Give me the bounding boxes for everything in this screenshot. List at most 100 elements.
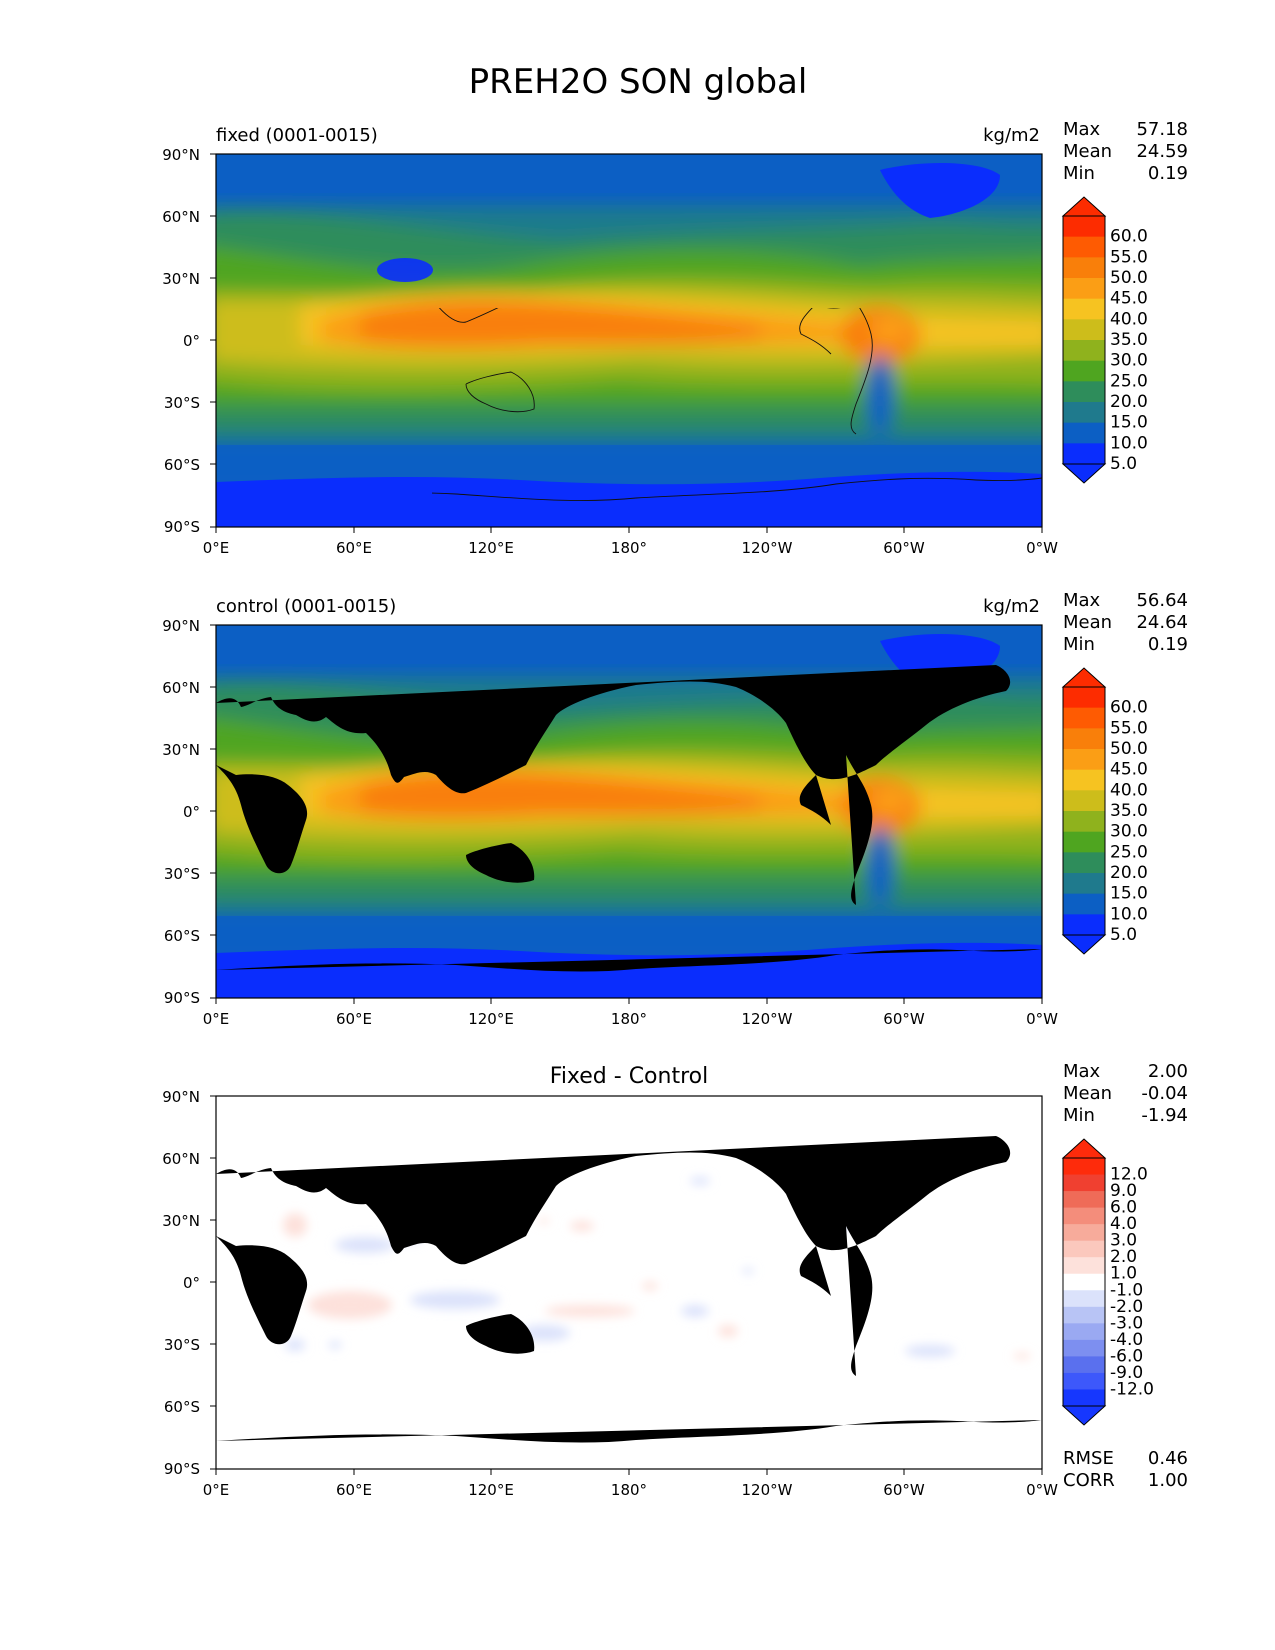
stat-label: Max	[1063, 119, 1101, 140]
colorbar-tick-label: -6.0	[1110, 1346, 1143, 1366]
colorbar-tick-label: -2.0	[1110, 1297, 1143, 1317]
colorbar-swatch	[1063, 1158, 1105, 1176]
stat-value: 24.59	[1136, 141, 1188, 162]
x-tick-label: 0°E	[203, 1010, 230, 1028]
colorbar-swatch	[1063, 893, 1105, 915]
stat-label: CORR	[1063, 1470, 1115, 1491]
x-tick-label: 120°E	[468, 1481, 514, 1499]
colorbar-tick-label: 35.0	[1110, 801, 1148, 821]
colorbar-swatch	[1063, 687, 1105, 709]
colorbar-tick-label: 15.0	[1110, 884, 1148, 904]
colorbar-swatch	[1063, 422, 1105, 444]
stat-label: Mean	[1063, 141, 1112, 162]
colorbar-swatch	[1063, 216, 1105, 238]
colorbar-tick-label: 12.0	[1110, 1165, 1148, 1185]
colorbar-tick-label: 9.0	[1110, 1181, 1137, 1201]
y-tick-label: 60°S	[164, 456, 200, 474]
panel-unit-label: kg/m2	[983, 125, 1040, 146]
colorbar-tick-label: 6.0	[1110, 1198, 1137, 1218]
precipitable-water-field	[216, 154, 1042, 527]
colorbar: 60.055.050.045.040.035.030.025.020.015.0…	[1061, 667, 1148, 955]
footer-stats: RMSE 0.46 CORR 1.00	[1063, 1448, 1188, 1491]
stat-value: 0.46	[1148, 1448, 1188, 1469]
coastlines	[432, 308, 1043, 501]
colorbar-tick-label: 60.0	[1110, 227, 1148, 247]
x-tick-label: 60°W	[883, 539, 925, 557]
colorbar-tick-label: 30.0	[1110, 351, 1148, 371]
colorbar-swatches	[1063, 687, 1105, 936]
colorbar-swatch	[1063, 1207, 1105, 1225]
stat-value: 0.19	[1148, 163, 1188, 184]
colorbar-tick-label: 10.0	[1110, 904, 1148, 924]
colorbar-swatch	[1063, 914, 1105, 936]
stats-block: Max 2.00 Mean -0.04 Min -1.94	[1063, 1061, 1188, 1126]
stat-label: Min	[1063, 163, 1095, 184]
colorbar-swatch	[1063, 1372, 1105, 1390]
stat-label: Mean	[1063, 612, 1112, 633]
panel-unit-label: kg/m2	[983, 596, 1040, 617]
x-tick-label: 120°W	[742, 1010, 793, 1028]
colorbar-swatch	[1063, 319, 1105, 341]
y-tick-label: 0°	[183, 1274, 200, 1292]
colorbar-tick-label: 45.0	[1110, 289, 1148, 309]
y-tick-label: 90°S	[164, 1460, 200, 1478]
colorbar-tick-label: 15.0	[1110, 413, 1148, 433]
x-tick-label: 120°W	[742, 539, 793, 557]
colorbar-swatch	[1063, 1273, 1105, 1291]
colorbar-tick-label: 40.0	[1110, 309, 1148, 329]
x-tick-label: 120°E	[468, 539, 514, 557]
x-tick-label: 60°W	[883, 1481, 925, 1499]
colorbar-tick-label: -3.0	[1110, 1313, 1143, 1333]
colorbar-tick-label: 4.0	[1110, 1214, 1137, 1234]
colorbar-swatch	[1063, 1224, 1105, 1242]
colorbar-swatch	[1063, 257, 1105, 279]
stat-value: 57.18	[1136, 119, 1188, 140]
stat-value: 0.19	[1148, 634, 1188, 655]
y-tick-label: 60°N	[162, 208, 200, 226]
x-tick-label: 180°	[611, 539, 647, 557]
colorbar-swatch	[1063, 1323, 1105, 1341]
colorbar-tick-label: 55.0	[1110, 247, 1148, 267]
colorbar-swatch	[1063, 1174, 1105, 1192]
y-tick-label: 0°	[183, 803, 200, 821]
y-tick-label: 60°S	[164, 1398, 200, 1416]
stat-label: Mean	[1063, 1083, 1112, 1104]
colorbar-tick-label: 20.0	[1110, 863, 1148, 883]
x-axis: 0°E 60°E 120°E 180° 120°W 60°W 0°W	[203, 1469, 1058, 1499]
y-tick-label: 30°S	[164, 394, 200, 412]
stats-block: Max 56.64 Mean 24.64 Min 0.19	[1063, 590, 1188, 655]
stat-value: 24.64	[1136, 612, 1188, 633]
panel-left-label: control (0001-0015)	[216, 596, 396, 617]
colorbar-swatch	[1063, 1306, 1105, 1324]
stat-value: -0.04	[1141, 1083, 1188, 1104]
stat-label: Min	[1063, 1105, 1095, 1126]
colorbar-swatch	[1063, 402, 1105, 424]
y-tick-label: 90°N	[162, 1088, 200, 1106]
colorbar-swatch	[1063, 811, 1105, 833]
x-tick-label: 0°W	[1026, 1010, 1058, 1028]
x-tick-label: 60°W	[883, 1010, 925, 1028]
colorbar-swatches	[1063, 216, 1105, 465]
colorbar-swatch	[1063, 1339, 1105, 1357]
colorbar-swatch	[1063, 381, 1105, 403]
y-tick-label: 90°S	[164, 518, 200, 536]
y-axis: 90°N 60°N 30°N 0° 30°S 60°S 90°S	[162, 146, 216, 536]
colorbar-ticks: 60.055.050.045.040.035.030.025.020.015.0…	[1110, 698, 1148, 945]
colorbar-tick-label: -9.0	[1110, 1363, 1143, 1383]
x-tick-label: 60°E	[336, 539, 372, 557]
colorbar-tick-label: 10.0	[1110, 433, 1148, 453]
colorbar-swatch	[1063, 831, 1105, 853]
colorbar-swatch	[1063, 749, 1105, 771]
y-tick-label: 90°S	[164, 989, 200, 1007]
colorbar-tick-label: 5.0	[1110, 925, 1137, 945]
stat-label: Min	[1063, 634, 1095, 655]
colorbar-swatch	[1063, 1389, 1105, 1407]
y-tick-label: 30°N	[162, 270, 200, 288]
colorbar-tick-label: 40.0	[1110, 780, 1148, 800]
colorbar-tick-label: 3.0	[1110, 1231, 1137, 1251]
panel-fixed: fixed (0001-0015) kg/m2 Max 57.18 Mean 2…	[162, 119, 1188, 557]
x-tick-label: 60°E	[336, 1010, 372, 1028]
colorbar-swatch	[1063, 728, 1105, 750]
x-tick-label: 0°E	[203, 1481, 230, 1499]
